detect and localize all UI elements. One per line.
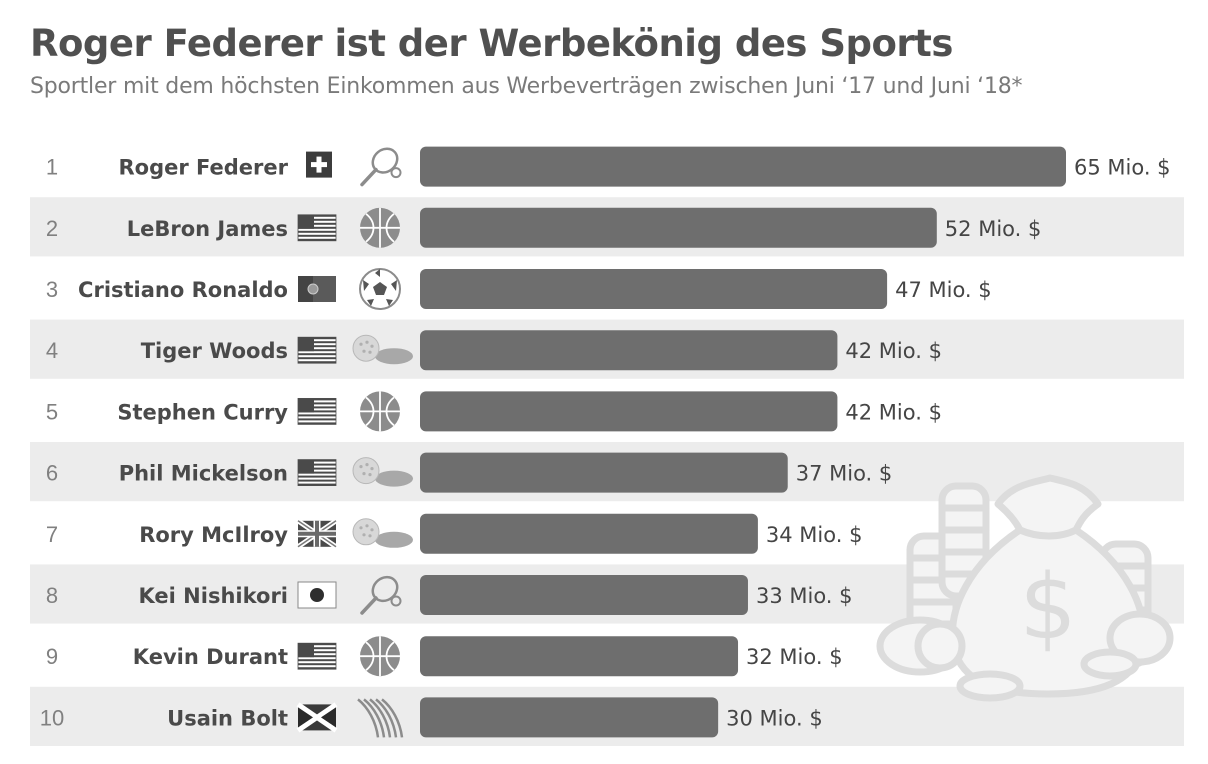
rank-label: 1	[46, 155, 58, 180]
rank-label: 8	[46, 583, 58, 608]
portugal-flag	[298, 276, 336, 302]
bar	[420, 391, 838, 432]
category-label: Kevin Durant	[133, 645, 288, 669]
chart-title: Roger Federer ist der Werbekönig des Spo…	[30, 22, 953, 65]
bar	[420, 697, 719, 738]
rank-label: 10	[40, 705, 64, 730]
uk-flag	[296, 518, 338, 549]
usa-flag	[297, 397, 337, 425]
soccer-ball-icon	[359, 268, 401, 310]
golf-icon	[352, 457, 413, 487]
bar	[420, 269, 888, 309]
data-label: 32 Mio. $	[746, 645, 843, 669]
rank-label: 4	[46, 338, 58, 363]
rank-label: 9	[46, 644, 58, 669]
bar	[420, 513, 758, 554]
rank-label: 2	[46, 216, 58, 241]
category-label: Usain Bolt	[167, 706, 288, 730]
category-label: Phil Mickelson	[119, 462, 288, 486]
dollar-sign-icon: $	[1019, 555, 1076, 660]
data-label: 47 Mio. $	[895, 278, 992, 302]
golf-icon	[352, 518, 413, 548]
data-label: 42 Mio. $	[845, 339, 942, 363]
category-label: Rory McIlroy	[139, 523, 288, 547]
category-label: LeBron James	[127, 217, 288, 241]
basketball-icon	[360, 636, 400, 677]
data-label: 65 Mio. $	[1074, 156, 1171, 180]
row-labels: 65 Mio. $ 1 Roger Federer 52 Mio. $ 2 LeBron …	[40, 147, 1171, 738]
data-label: 30 Mio. $	[726, 706, 823, 730]
category-label: Roger Federer	[118, 156, 288, 180]
rank-label: 5	[46, 399, 58, 424]
rank-label: 3	[46, 277, 58, 302]
data-label: 37 Mio. $	[796, 462, 893, 486]
usa-flag	[297, 459, 337, 487]
rank-label: 7	[46, 522, 58, 547]
running-track-icon	[357, 698, 404, 738]
rank-label: 6	[46, 461, 58, 486]
golf-icon	[352, 334, 413, 365]
tennis-icon	[360, 147, 402, 187]
data-label: 34 Mio. $	[766, 523, 863, 547]
japan-flag	[297, 581, 337, 609]
bar	[420, 207, 937, 248]
data-label: 52 Mio. $	[945, 217, 1042, 241]
bar	[420, 575, 748, 615]
data-label: 42 Mio. $	[845, 400, 942, 424]
switzerland-flag	[306, 151, 332, 178]
usa-flag	[297, 214, 337, 242]
bar-series	[420, 146, 1066, 738]
bar	[420, 146, 1066, 187]
category-label: Cristiano Ronaldo	[78, 278, 288, 302]
basketball-icon	[360, 207, 400, 248]
tennis-icon	[360, 575, 402, 615]
category-label: Tiger Woods	[141, 339, 288, 363]
jamaica-flag	[296, 702, 338, 733]
category-label: Kei Nishikori	[139, 584, 288, 608]
bar	[420, 636, 739, 677]
usa-flag	[297, 642, 337, 670]
bar	[420, 330, 838, 371]
data-label: 33 Mio. $	[756, 584, 853, 608]
chart-subtitle: Sportler mit dem höchsten Einkommen aus …	[30, 74, 1023, 99]
category-label: Stephen Curry	[117, 400, 288, 424]
usa-flag	[297, 336, 337, 364]
money-bag-decoration-icon: $	[876, 474, 1174, 702]
bar	[420, 452, 788, 493]
basketball-icon	[360, 391, 400, 432]
